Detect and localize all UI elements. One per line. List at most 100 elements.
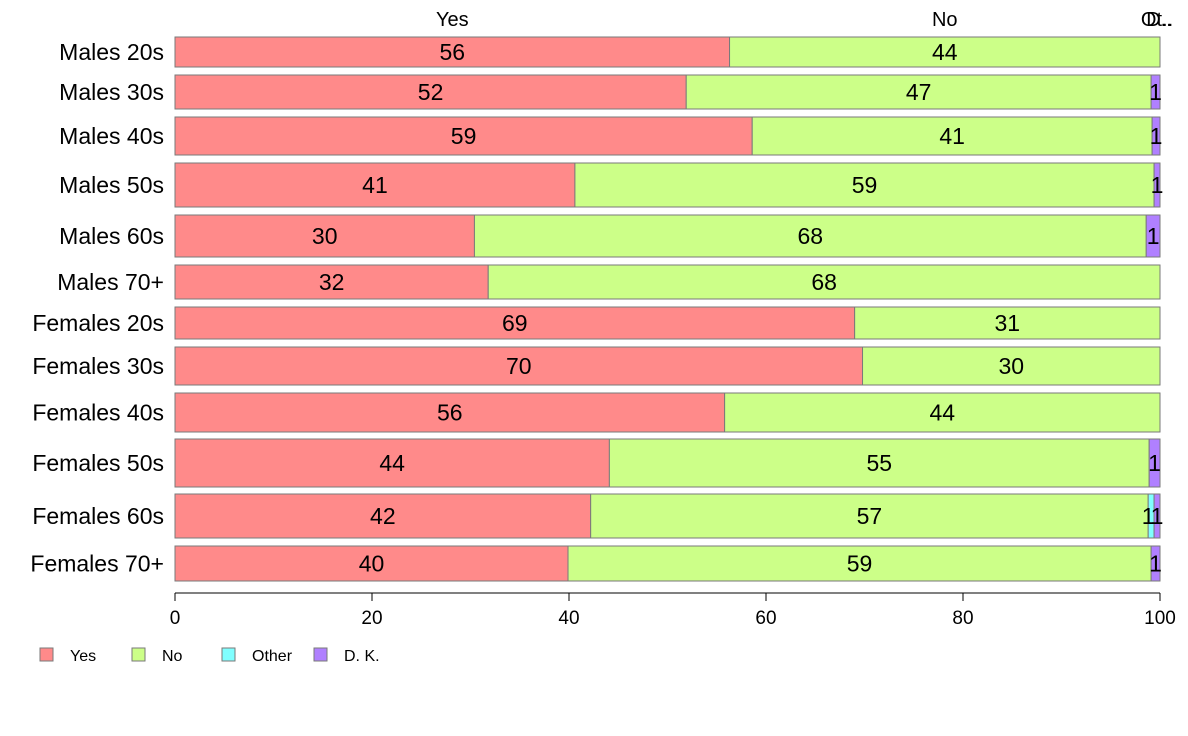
data-label: 68	[798, 223, 824, 249]
category-label: Males 70+	[57, 269, 164, 295]
bar-row: 42 57 11	[174, 493, 1164, 539]
x-tick-label: 60	[755, 608, 776, 629]
data-label: 59	[852, 172, 878, 198]
data-label: 56	[439, 39, 465, 65]
legend: Yes No Other D. K.	[39, 647, 380, 665]
bar-segment-no	[487, 264, 1161, 300]
category-label: Females 30s	[32, 353, 164, 379]
bar-segment-yes	[174, 545, 569, 582]
bar-segment-d-k	[1153, 162, 1161, 208]
top-label-2: No	[932, 9, 958, 31]
data-label: 59	[451, 123, 477, 149]
bar-row: 70 30	[174, 346, 1161, 386]
legend-label: Other	[252, 648, 293, 665]
data-label: 41	[939, 123, 965, 149]
bar-segment-d-k	[1150, 545, 1161, 582]
bar-row: 30 68 1	[174, 214, 1161, 258]
legend-swatch	[221, 647, 236, 662]
data-label: 41	[362, 172, 388, 198]
y-axis-labels: Males 20s Males 30s Males 40s Males 50s Male…	[30, 39, 164, 577]
x-tick-label: 100	[1144, 608, 1176, 629]
bar-segment-no	[751, 116, 1153, 156]
data-label: 32	[319, 269, 345, 295]
data-label: 69	[502, 310, 528, 336]
bar-segment-no	[590, 493, 1149, 539]
data-label: 1	[1151, 503, 1164, 529]
bar-segment-no	[724, 392, 1161, 433]
bar-segment-no	[729, 36, 1161, 68]
data-label: 1	[1148, 450, 1161, 476]
data-label: 30	[312, 223, 338, 249]
bar-row: 41 59 1	[174, 162, 1164, 208]
legend-swatch	[39, 647, 54, 662]
data-label: 1	[1149, 551, 1162, 577]
legend-label: D. K.	[344, 648, 380, 665]
data-label: 1	[1151, 172, 1164, 198]
bar-row: 69 31	[174, 306, 1161, 340]
bar-segment-yes	[174, 264, 489, 300]
data-label: 55	[866, 450, 892, 476]
category-label: Females 60s	[32, 503, 164, 529]
data-label: 1	[1149, 79, 1162, 105]
legend-item: Other	[221, 647, 293, 665]
x-axis: 0 20 40 60 80 100	[170, 592, 1176, 629]
data-label: 47	[906, 79, 932, 105]
bar-segment-no	[608, 438, 1150, 488]
category-label: Males 30s	[59, 79, 164, 105]
bar-segment-no	[862, 346, 1161, 386]
data-label: 30	[998, 353, 1024, 379]
data-label: 42	[370, 503, 396, 529]
category-label: Females 40s	[32, 400, 164, 426]
bar-segment-d-k	[1151, 116, 1161, 156]
x-tick-label: 40	[558, 608, 579, 629]
top-label-1: Yes	[436, 9, 469, 31]
bar-row: 56 44	[174, 36, 1161, 68]
data-label: 52	[418, 79, 444, 105]
data-label: 44	[932, 39, 958, 65]
top-category-labels: Yes No Ot..D..	[436, 9, 1173, 31]
x-tick-label: 20	[361, 608, 382, 629]
x-tick-label: 0	[170, 608, 181, 629]
data-label: 56	[437, 400, 463, 426]
category-label: Females 70+	[30, 551, 164, 577]
bar-segment-no	[473, 214, 1147, 258]
bar-row: 59 41 1	[174, 116, 1163, 156]
x-tick-label: 80	[952, 608, 973, 629]
top-label-4: D..	[1146, 9, 1172, 31]
bar-segment-yes	[174, 346, 864, 386]
bar-segment-d-k	[1148, 438, 1161, 488]
bar-segment-yes	[174, 162, 576, 208]
data-label: 44	[379, 450, 405, 476]
bar-segment-yes	[174, 438, 610, 488]
category-label: Females 20s	[32, 310, 164, 336]
bar-row: 56 44	[174, 392, 1161, 433]
data-label: 1	[1147, 223, 1160, 249]
data-label: 1	[1150, 123, 1163, 149]
bar-row: 40 59 1	[174, 545, 1162, 582]
legend-label: Yes	[70, 648, 96, 665]
data-label: 70	[506, 353, 532, 379]
legend-item: D. K.	[313, 647, 380, 665]
bar-segment-yes	[174, 116, 753, 156]
bar-segment-no	[854, 306, 1161, 340]
legend-label: No	[162, 648, 183, 665]
bar-row: 52 47 1	[174, 74, 1162, 110]
bar-segment-yes	[174, 392, 726, 433]
data-label: 68	[811, 269, 837, 295]
category-label: Males 20s	[59, 39, 164, 65]
top-label-3: Ot..	[1141, 9, 1173, 31]
data-label: 1	[1142, 503, 1155, 529]
data-label: 31	[995, 310, 1021, 336]
category-label: Females 50s	[32, 450, 164, 476]
legend-swatch	[313, 647, 328, 662]
category-label: Males 50s	[59, 172, 164, 198]
data-label: 40	[359, 551, 385, 577]
data-label: 57	[857, 503, 883, 529]
bar-segment-yes	[174, 306, 856, 340]
bars: 56 44 52 47 1 59 41 1 41 59 1 30 68 1 32 68 69 31 70 30 56 44…	[174, 36, 1164, 582]
legend-swatch	[131, 647, 146, 662]
category-label: Males 60s	[59, 223, 164, 249]
bar-segment-d-k	[1150, 74, 1161, 110]
category-label: Males 40s	[59, 123, 164, 149]
